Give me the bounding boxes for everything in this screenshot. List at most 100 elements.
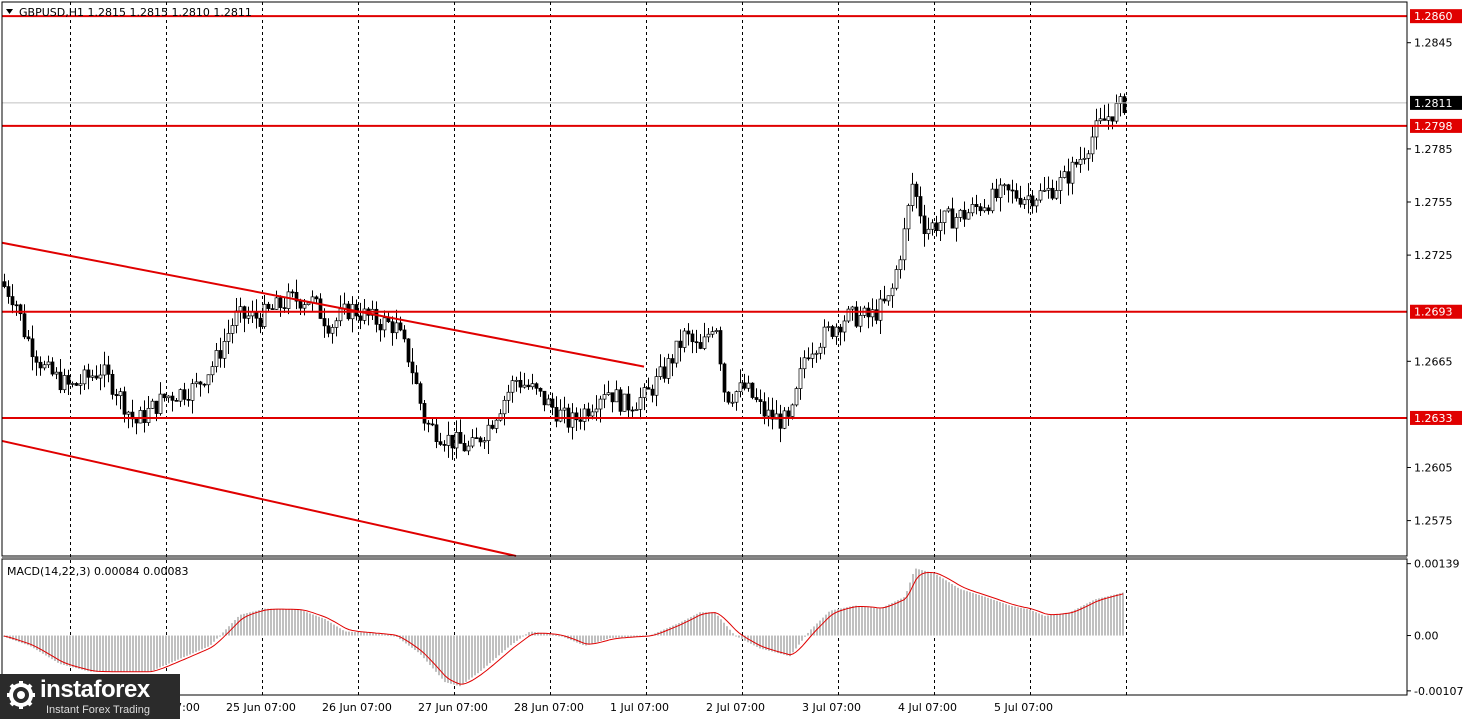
candle-up	[990, 188, 995, 212]
macd-bar	[285, 609, 287, 636]
macd-bar	[759, 635, 761, 649]
macd-bar	[639, 635, 641, 637]
macd-bar	[1002, 603, 1004, 636]
macd-bar	[93, 635, 95, 672]
macd-bar	[999, 602, 1001, 636]
price-tick-label: 1.2575	[1414, 515, 1453, 528]
candle-up	[774, 413, 779, 420]
candle-up	[570, 412, 575, 428]
macd-bar	[444, 635, 446, 683]
macd-bar	[1053, 614, 1055, 636]
candle-up	[822, 326, 827, 348]
dropdown-triangle-icon[interactable]	[6, 9, 13, 14]
candle-down	[14, 304, 19, 307]
macd-bar	[1089, 601, 1091, 636]
macd-bar	[1119, 593, 1121, 636]
candle-up	[602, 394, 607, 400]
candles	[2, 93, 1127, 460]
macd-bar	[189, 635, 191, 655]
candle-down	[122, 391, 127, 415]
macd-bar	[363, 632, 365, 636]
macd-tick-label: 0.00	[1414, 630, 1439, 643]
candle-up	[738, 382, 743, 392]
candle-down	[18, 304, 23, 315]
level-tag	[1410, 410, 1462, 425]
macd-bar	[813, 626, 815, 636]
candle-down	[690, 333, 695, 343]
candle-up	[642, 387, 647, 398]
macd-bar	[96, 635, 98, 672]
candle-up	[146, 407, 151, 423]
candle-down	[134, 418, 139, 424]
time-tick-label: 25 Jun 07:00	[226, 701, 296, 714]
candle-down	[526, 384, 531, 388]
candle-down	[278, 297, 283, 308]
macd-bar	[594, 635, 596, 643]
macd-bar	[258, 610, 260, 636]
macd-bar	[282, 609, 284, 636]
level-tag	[1410, 304, 1462, 319]
macd-bar	[102, 635, 104, 672]
macd-bar	[681, 621, 683, 636]
macd-bar	[972, 593, 974, 636]
macd-bar	[1008, 605, 1010, 636]
candle-up	[1118, 96, 1123, 104]
candle-up	[666, 358, 671, 379]
macd-bar	[327, 620, 329, 636]
macd-bar	[516, 635, 518, 641]
candle-down	[554, 407, 559, 422]
candle-down	[282, 307, 287, 309]
macd-bar	[51, 635, 53, 660]
macd-bar	[417, 635, 419, 653]
candle-down	[646, 387, 651, 390]
macd-bar	[915, 568, 917, 636]
macd-bar	[1029, 609, 1031, 636]
macd-bar	[309, 613, 311, 636]
price-tick-label: 1.2845	[1414, 37, 1453, 50]
macd-bar	[276, 608, 278, 636]
candle-down	[462, 443, 467, 452]
candle-down	[326, 325, 331, 334]
candle-up	[906, 205, 911, 230]
candle-up	[890, 287, 895, 297]
macd-bar	[396, 635, 398, 637]
macd-bar	[1083, 605, 1085, 636]
candle-up	[946, 208, 951, 212]
macd-bar	[270, 608, 272, 636]
macd-bar	[1062, 613, 1064, 636]
candle-down	[1006, 184, 1011, 191]
macd-bar	[825, 614, 827, 636]
macd-bar	[48, 635, 50, 658]
candle-up	[902, 228, 907, 261]
candle-down	[174, 400, 179, 402]
macd-bar	[603, 635, 605, 640]
candle-up	[938, 222, 943, 231]
macd-bar	[429, 635, 431, 666]
candle-up	[810, 353, 815, 359]
macd-bar	[966, 591, 968, 636]
macd-bar	[957, 587, 959, 636]
candle-up	[486, 424, 491, 441]
macd-bar	[345, 631, 347, 636]
macd-bar	[684, 620, 686, 636]
candle-down	[650, 388, 655, 396]
macd-bar	[867, 607, 869, 636]
macd-bar	[615, 635, 617, 638]
candle-up	[138, 410, 143, 424]
macd-bar	[951, 584, 953, 636]
candle-up	[634, 408, 639, 411]
candle-down	[1066, 171, 1071, 184]
candle-up	[594, 408, 599, 413]
macd-bar	[177, 635, 179, 660]
macd-bar	[240, 614, 242, 636]
current-price-tag	[1410, 95, 1462, 110]
macd-bar	[561, 635, 563, 637]
macd-bar	[186, 635, 188, 656]
macd-bar	[45, 635, 47, 656]
macd-bar	[831, 610, 833, 636]
level-tag-label: 1.2798	[1414, 120, 1453, 133]
macd-bar	[441, 635, 443, 679]
candle-down	[2, 281, 7, 287]
macd-bar	[1047, 615, 1049, 636]
macd-bar	[954, 585, 956, 636]
